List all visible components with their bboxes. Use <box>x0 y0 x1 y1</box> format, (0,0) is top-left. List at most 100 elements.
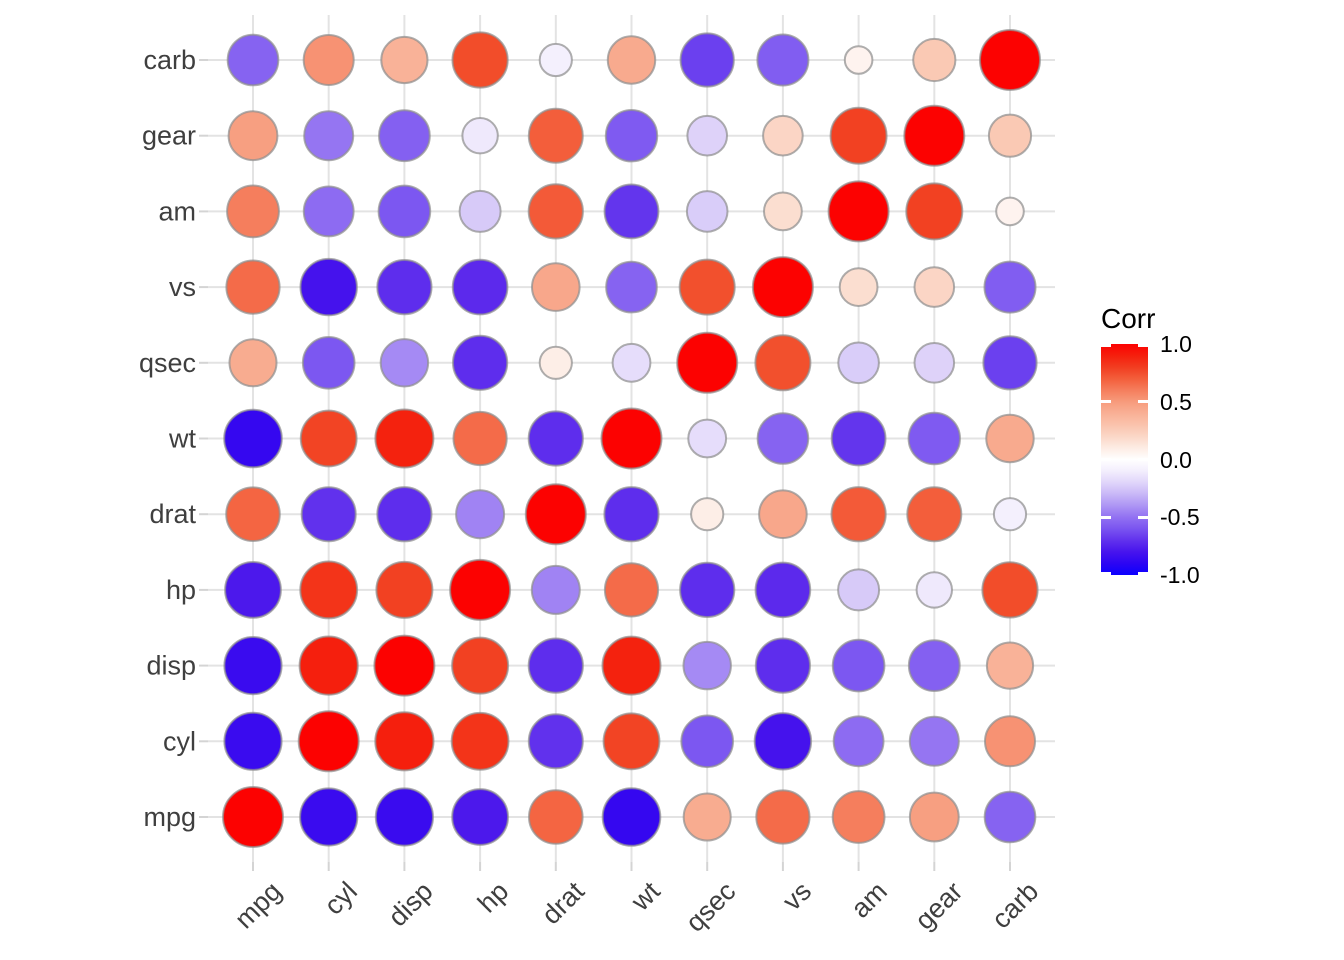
corr-circle-mpg-vs <box>755 789 811 845</box>
corr-circle-disp-carb <box>985 641 1035 690</box>
corr-circle-cyl-disp <box>374 711 435 772</box>
corr-circle-hp-am <box>837 568 881 612</box>
corr-circle-drat-qsec <box>690 497 725 532</box>
corr-circle-drat-mpg <box>225 486 281 543</box>
corr-circle-hp-gear <box>915 571 953 609</box>
corr-circle-am-disp <box>377 184 432 239</box>
x-axis-label-vs: vs <box>777 876 817 916</box>
corr-circle-drat-carb <box>992 497 1028 532</box>
corr-circle-gear-hp <box>461 117 499 155</box>
y-axis-label-cyl: cyl <box>163 726 196 756</box>
corr-circle-hp-carb <box>981 561 1039 619</box>
corr-circle-drat-drat <box>524 483 587 546</box>
corr-circle-hp-disp <box>375 560 434 619</box>
corr-circle-wt-mpg <box>223 408 283 469</box>
corr-circle-am-qsec <box>685 190 729 233</box>
corr-circle-carb-hp <box>451 31 509 89</box>
corr-circle-mpg-gear <box>908 791 960 843</box>
corr-circle-wt-wt <box>600 407 663 470</box>
corr-circle-hp-vs <box>754 561 812 619</box>
corr-circle-hp-qsec <box>679 561 736 619</box>
corr-circle-disp-hp <box>451 636 510 695</box>
corr-circle-disp-disp <box>373 634 436 697</box>
corr-circle-carb-wt <box>606 35 657 85</box>
corr-circle-wt-gear <box>907 411 961 466</box>
y-axis-label-vs: vs <box>169 272 196 302</box>
corr-circle-carb-mpg <box>226 33 280 87</box>
corr-circle-am-am <box>827 180 890 243</box>
corr-circle-vs-qsec <box>678 258 736 316</box>
corr-circle-disp-am <box>831 638 886 693</box>
corr-circle-carb-vs <box>756 33 810 87</box>
corr-circle-qsec-mpg <box>228 338 278 388</box>
x-axis-label-gear: gear <box>909 876 968 935</box>
corr-circle-disp-wt <box>601 635 662 696</box>
corr-circle-drat-gear <box>906 486 963 543</box>
corr-circle-qsec-vs <box>754 334 812 392</box>
corr-circle-vs-drat <box>531 262 581 312</box>
corr-circle-am-drat <box>527 183 584 240</box>
corr-circle-qsec-am <box>837 341 880 385</box>
corr-circle-vs-gear <box>913 266 956 308</box>
corr-circle-gear-gear <box>903 104 966 167</box>
corr-circle-am-carb <box>995 196 1025 227</box>
corr-circle-carb-qsec <box>679 32 735 88</box>
corr-circle-gear-disp <box>378 109 431 163</box>
corr-circle-qsec-drat <box>538 345 573 380</box>
corr-circle-wt-vs <box>756 412 810 465</box>
corr-circle-am-mpg <box>226 184 280 239</box>
corr-circle-mpg-wt <box>601 787 662 847</box>
corr-circle-gear-mpg <box>227 110 279 162</box>
corr-circle-disp-vs <box>754 637 812 694</box>
corr-circle-wt-carb <box>985 413 1035 464</box>
y-axis-label-gear: gear <box>142 121 196 151</box>
corr-circle-disp-qsec <box>682 640 732 691</box>
corr-circle-mpg-mpg <box>222 786 284 848</box>
corr-circle-cyl-qsec <box>680 714 735 769</box>
corr-circle-drat-am <box>830 486 887 543</box>
corr-circle-cyl-wt <box>602 712 661 771</box>
corr-circle-hp-wt <box>603 562 660 618</box>
corr-circle-carb-drat <box>538 42 573 78</box>
corr-circle-mpg-carb <box>983 790 1037 844</box>
y-axis-label-carb: carb <box>143 45 196 75</box>
corr-circle-disp-drat <box>527 637 584 694</box>
corr-circle-gear-carb <box>987 113 1033 158</box>
corr-circle-cyl-drat <box>527 713 584 770</box>
corr-circle-vs-am <box>838 267 879 308</box>
corr-circle-gear-qsec <box>686 114 729 157</box>
corr-circle-am-gear <box>905 182 964 241</box>
corr-circle-hp-mpg <box>224 561 282 619</box>
corr-circle-drat-vs <box>758 489 808 540</box>
corr-circle-wt-qsec <box>687 418 728 459</box>
corr-circle-am-hp <box>458 189 502 233</box>
corr-circle-wt-cyl <box>299 409 358 468</box>
corr-circle-qsec-hp <box>452 334 509 391</box>
corr-circle-drat-cyl <box>300 486 357 543</box>
x-axis-label-wt: wt <box>625 876 666 917</box>
y-axis-label-hp: hp <box>166 575 196 605</box>
corr-circle-gear-am <box>829 106 888 165</box>
corr-circle-mpg-qsec <box>682 792 732 842</box>
corr-circle-carb-disp <box>380 35 429 85</box>
corr-circle-qsec-cyl <box>301 336 356 390</box>
y-axis-label-drat: drat <box>149 499 196 529</box>
corr-circle-qsec-carb <box>982 335 1038 391</box>
corr-circle-gear-wt <box>604 109 659 163</box>
corr-circle-vs-wt <box>605 260 658 314</box>
corr-circle-am-wt <box>603 183 660 240</box>
corr-circle-cyl-cyl <box>297 710 360 773</box>
corr-circle-disp-mpg <box>223 636 283 696</box>
corr-circle-vs-carb <box>983 260 1037 314</box>
corr-circle-am-cyl <box>302 185 355 238</box>
corr-circle-hp-cyl <box>299 560 359 620</box>
corr-circle-mpg-hp <box>451 788 510 846</box>
corr-circle-mpg-drat <box>528 789 584 845</box>
corr-circle-wt-drat <box>527 410 584 467</box>
corr-circle-gear-drat <box>527 107 584 164</box>
corr-circle-wt-disp <box>374 408 435 469</box>
corr-circle-qsec-disp <box>379 338 430 388</box>
corr-circle-hp-hp <box>449 558 512 621</box>
